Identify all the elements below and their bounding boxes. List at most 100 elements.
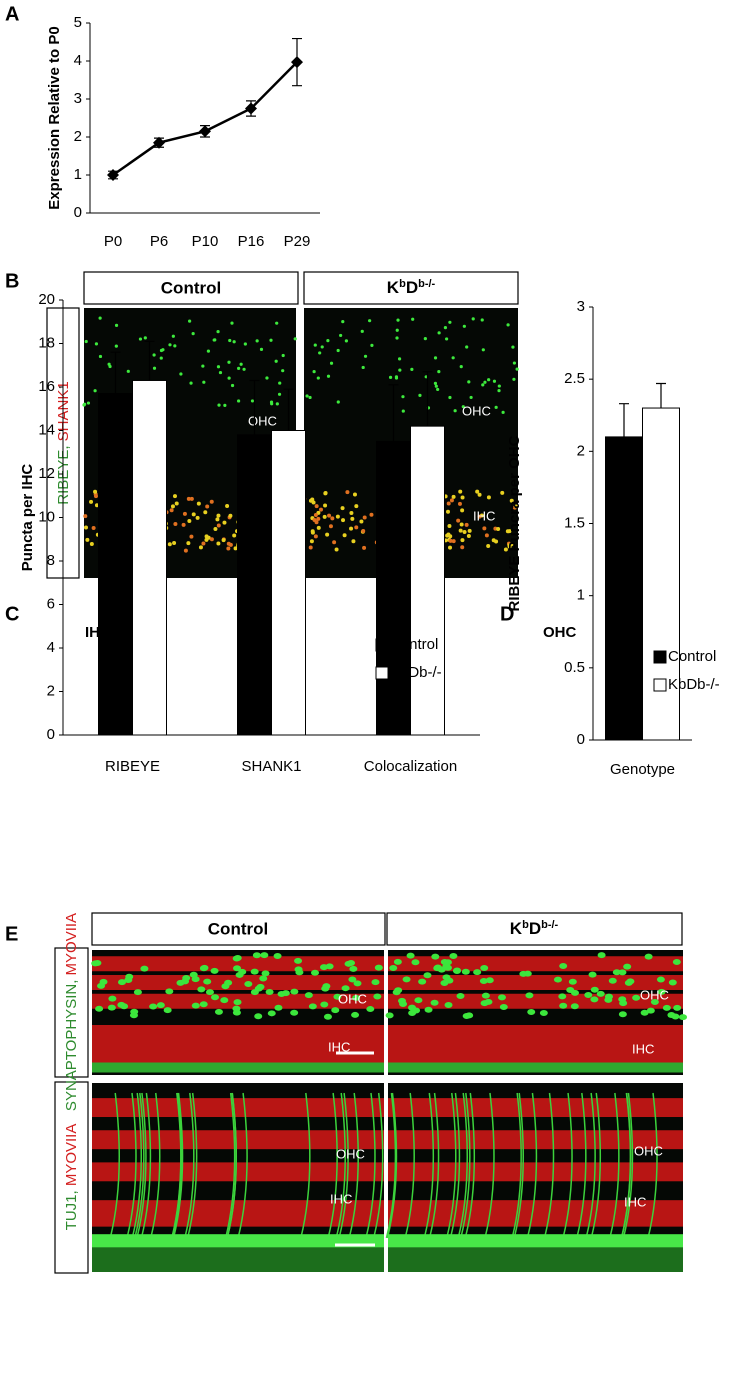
puncta (94, 503, 99, 508)
puncta (274, 1004, 283, 1011)
puncta (163, 1007, 172, 1014)
error-bar (388, 384, 399, 442)
fiber (338, 1092, 349, 1239)
puncta (318, 351, 322, 355)
fiber (237, 1092, 248, 1239)
puncta (201, 364, 205, 368)
fiber (513, 1092, 524, 1239)
puncta (473, 969, 482, 976)
band (388, 1098, 683, 1118)
puncta (424, 1006, 433, 1013)
header-part: D (406, 278, 418, 297)
fiber (526, 1092, 538, 1239)
column-header: Control (161, 278, 221, 297)
puncta (173, 521, 178, 526)
puncta (305, 394, 309, 398)
puncta (431, 953, 440, 960)
y-tick-label: 1.5 (564, 514, 585, 531)
puncta (114, 344, 118, 348)
band (92, 975, 384, 990)
puncta (503, 547, 508, 552)
puncta (451, 494, 456, 499)
puncta (323, 1013, 332, 1020)
error-bar (249, 379, 260, 435)
puncta (278, 381, 282, 385)
header-box (303, 271, 519, 305)
puncta (368, 319, 372, 323)
puncta (149, 1003, 158, 1010)
puncta (445, 509, 450, 514)
puncta (451, 539, 456, 544)
puncta (359, 519, 364, 524)
puncta (269, 338, 273, 342)
band (388, 956, 683, 972)
puncta (316, 516, 321, 521)
fiber (562, 1092, 573, 1239)
puncta (460, 538, 465, 543)
puncta (482, 526, 487, 531)
puncta (340, 506, 345, 511)
puncta (395, 328, 399, 332)
puncta (481, 992, 490, 999)
puncta (203, 978, 212, 985)
puncta (187, 518, 192, 523)
puncta (225, 504, 230, 509)
legend-label: Control (390, 636, 438, 653)
puncta (433, 381, 438, 386)
puncta (339, 333, 343, 338)
puncta (444, 1001, 453, 1008)
puncta (352, 994, 361, 1001)
puncta (323, 491, 328, 496)
image-label: IHC (624, 1194, 646, 1209)
puncta (329, 361, 334, 365)
puncta (108, 995, 117, 1002)
puncta (281, 353, 285, 358)
puncta (309, 539, 314, 544)
puncta (188, 319, 192, 323)
y-tick-label: 8 (47, 552, 55, 569)
puncta (242, 367, 246, 371)
puncta (233, 965, 242, 972)
y-tick-label: 6 (47, 595, 55, 612)
legend-swatch (653, 678, 667, 692)
puncta (228, 542, 233, 547)
puncta (252, 952, 261, 959)
puncta (189, 381, 193, 385)
puncta (181, 522, 186, 527)
fiber (449, 1092, 461, 1239)
puncta (467, 528, 472, 533)
puncta (418, 393, 422, 397)
fiber (585, 1092, 596, 1239)
y-tick-label: 4 (74, 52, 82, 69)
puncta (433, 356, 438, 360)
puncta (254, 985, 263, 992)
fiber (446, 1092, 457, 1239)
puncta (352, 492, 357, 497)
puncta (98, 316, 102, 320)
puncta (173, 344, 177, 348)
puncta (511, 345, 515, 349)
error-bar (110, 351, 121, 394)
puncta (608, 977, 617, 984)
puncta (313, 512, 318, 517)
puncta (336, 400, 340, 404)
puncta (398, 368, 402, 372)
puncta (523, 970, 532, 977)
band (92, 1062, 384, 1073)
puncta (494, 539, 499, 544)
legend-swatch (653, 650, 667, 664)
puncta (353, 980, 362, 987)
puncta (512, 361, 517, 365)
image-label: OHC (640, 987, 669, 1002)
header-part: b-/- (418, 278, 435, 290)
puncta (462, 530, 467, 535)
puncta (395, 336, 399, 340)
puncta (107, 1004, 116, 1011)
puncta (388, 375, 393, 379)
puncta (350, 516, 355, 521)
y-tick-label: 0 (577, 731, 585, 748)
fiber (457, 1092, 468, 1239)
puncta (313, 534, 318, 539)
puncta (465, 345, 469, 349)
fiber (150, 1092, 161, 1239)
